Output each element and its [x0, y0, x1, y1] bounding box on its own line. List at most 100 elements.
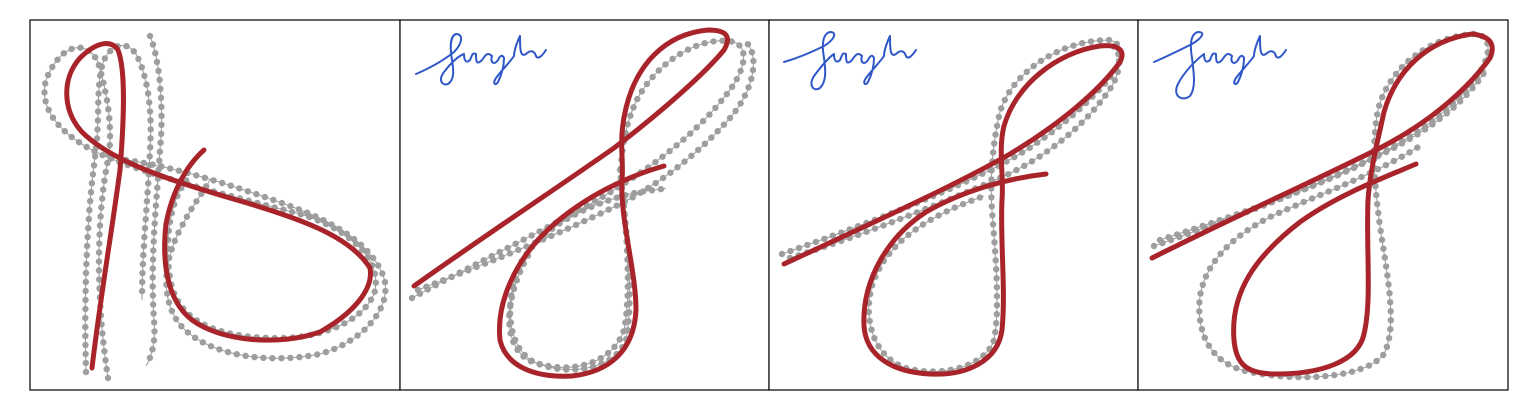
gray-trajectory-dot [154, 184, 161, 191]
gray-trajectory-dot [216, 346, 223, 353]
gray-trajectory-dot [379, 270, 386, 277]
gray-trajectory-dot [107, 47, 114, 55]
gray-trajectory-dot [1259, 217, 1267, 224]
gray-trajectory-dot [357, 241, 365, 248]
gray-trajectory-dot [863, 228, 870, 235]
gray-trajectory-dot [868, 326, 875, 333]
gray-trajectory-dot [596, 200, 603, 207]
gray-trajectory-dot [750, 57, 757, 65]
gray-trajectory-dot [1376, 218, 1383, 226]
gray-trajectory-dot [1390, 144, 1398, 151]
gray-trajectory-dot [328, 221, 335, 228]
gray-trajectory-dot [95, 267, 103, 274]
gray-trajectory-dot [655, 67, 662, 74]
gray-trajectory-dot [150, 310, 157, 317]
gray-trajectory-dot [812, 238, 820, 246]
gray-trajectory-dot [597, 210, 604, 217]
gray-trajectory-dot [604, 349, 612, 357]
gray-trajectory-dot [605, 206, 612, 213]
gray-trajectory-dot [1043, 148, 1051, 155]
gray-trajectory-dot [82, 323, 89, 331]
gray-trajectory-dot [891, 243, 899, 251]
gray-trajectory-dot [1045, 53, 1052, 60]
gray-trajectory-dot [1374, 166, 1382, 173]
gray-trajectory-dot [1406, 149, 1413, 156]
gray-trajectory-dot [1003, 158, 1010, 165]
gray-trajectory-dot [991, 140, 998, 147]
gray-trajectory-dot [1070, 42, 1077, 49]
gray-trajectory-dot [1382, 85, 1390, 93]
gray-trajectory-dot [951, 204, 958, 211]
gray-trajectory-dot [1065, 131, 1072, 139]
gray-trajectory-dot [149, 292, 157, 299]
gray-trajectory-dot [296, 353, 303, 361]
gray-trajectory-dot [1197, 290, 1204, 297]
gray-trajectory-dot [571, 211, 579, 218]
gray-trajectory-dot [520, 236, 527, 243]
gray-trajectory-dot [149, 265, 156, 272]
gray-trajectory-dot [787, 247, 794, 255]
gray-trajectory-dot [1199, 222, 1206, 230]
gray-trajectory-dot [373, 312, 380, 320]
gray-trajectory-dot [93, 135, 101, 142]
gray-trajectory-dot [1376, 102, 1383, 109]
gray-trajectory-dot [101, 55, 109, 62]
gray-trajectory-dot [866, 317, 873, 325]
gray-trajectory-dot [1382, 263, 1390, 270]
gray-trajectory-dot [143, 81, 150, 88]
gray-trajectory-dot [103, 365, 110, 373]
gray-trajectory-dot [630, 104, 637, 111]
gray-trajectory-dot [356, 310, 363, 317]
gray-trajectory-dot [536, 360, 543, 368]
gray-trajectory-dot [96, 231, 103, 238]
gray-trajectory-dot [149, 161, 156, 168]
gray-trajectory-dot [1322, 372, 1329, 380]
gray-trajectory-dot [349, 315, 356, 322]
gray-trajectory-dot [1208, 219, 1215, 227]
gray-trajectory-dot [912, 226, 919, 233]
gray-trajectory-dot [261, 193, 269, 201]
gray-trajectory-dot [993, 320, 1000, 327]
gray-trajectory-dot [1377, 227, 1384, 235]
gray-trajectory-dot [701, 40, 708, 47]
gray-trajectory-dot [733, 75, 740, 83]
gray-trajectory-dot [1373, 357, 1380, 365]
gray-trajectory-dot [1317, 179, 1325, 186]
gray-trajectory-dot [1317, 191, 1324, 199]
gray-trajectory-dot [45, 106, 52, 114]
gray-trajectory-dot [1383, 148, 1390, 156]
gray-trajectory-dot [354, 332, 361, 339]
gray-trajectory-dot [718, 97, 725, 105]
gray-trajectory-dot [151, 220, 158, 227]
gray-trajectory-dot [157, 94, 165, 102]
gray-trajectory-dot [1011, 81, 1018, 89]
gray-trajectory-dot [201, 174, 209, 181]
gray-trajectory-dot [629, 194, 636, 201]
gray-trajectory-dot [244, 188, 252, 195]
gray-trajectory-dot [1414, 144, 1421, 151]
gray-trajectory-dot [157, 85, 164, 93]
gray-trajectory-dot [506, 321, 513, 328]
gray-trajectory-dot [1325, 188, 1332, 195]
gray-trajectory-dot [880, 350, 888, 357]
gray-trajectory-dot [179, 221, 186, 228]
gray-trajectory-dot [440, 277, 447, 284]
red-stroke-panel-2 [411, 27, 730, 379]
gray-trajectory-dot [1378, 236, 1386, 243]
gray-trajectory-dot [508, 294, 515, 301]
gray-trajectory-dot [581, 217, 588, 225]
gray-trajectory-dot [512, 240, 519, 247]
gray-trajectory-dot [183, 213, 191, 220]
gray-trajectory-dot [1300, 198, 1308, 206]
gray-trajectory-dot [140, 242, 148, 250]
gray-trajectory-dot [147, 117, 154, 124]
gray-trajectory-dot [149, 41, 157, 48]
gray-trajectory-dot [520, 353, 527, 360]
gray-trajectory-dot [96, 276, 103, 283]
gray-trajectory-dot [737, 100, 744, 107]
gray-trajectory-dot [193, 172, 200, 179]
gray-trajectory-dot [100, 186, 107, 193]
gray-trajectory-dot [1358, 173, 1365, 181]
gray-trajectory-dot [146, 108, 154, 115]
